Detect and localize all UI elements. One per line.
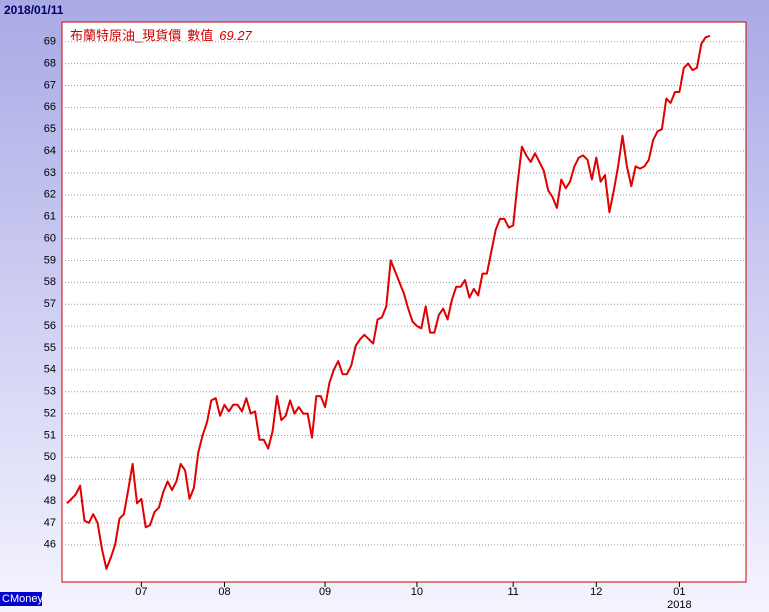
y-tick-label: 50 xyxy=(44,451,56,463)
legend-value-label: 數值 xyxy=(187,28,213,43)
y-tick-label: 55 xyxy=(44,342,56,354)
x-tick-label: 09 xyxy=(319,586,331,598)
y-tick-label: 46 xyxy=(44,539,56,551)
y-tick-label: 53 xyxy=(44,386,56,398)
y-tick-label: 65 xyxy=(44,123,56,135)
year-label: 2018 xyxy=(667,599,691,611)
date-label: 2018/01/11 xyxy=(4,3,64,17)
legend: 布蘭特原油_現貨價 數值 69.27 xyxy=(70,28,253,43)
x-tick-label: 01 xyxy=(673,586,685,598)
y-tick-label: 64 xyxy=(44,145,56,157)
legend-name: 布蘭特原油_現貨價 xyxy=(70,28,181,43)
legend-value: 69.27 xyxy=(219,28,252,43)
plot-area xyxy=(61,21,747,583)
y-tick-label: 57 xyxy=(44,298,56,310)
y-tick-label: 61 xyxy=(44,211,56,223)
brand-box xyxy=(0,592,42,606)
y-tick-label: 47 xyxy=(44,517,56,529)
x-tick-label: 11 xyxy=(507,586,518,598)
price-line xyxy=(66,34,711,570)
y-tick-label: 60 xyxy=(44,232,56,244)
x-tick-label: 12 xyxy=(590,586,602,598)
y-tick-label: 62 xyxy=(44,189,56,201)
x-tick-label: 10 xyxy=(411,586,423,598)
y-tick-label: 49 xyxy=(44,473,56,485)
y-tick-label: 58 xyxy=(44,276,56,288)
y-tick-label: 63 xyxy=(44,167,56,179)
y-tick-label: 48 xyxy=(44,495,56,507)
y-tick-label: 68 xyxy=(44,57,56,69)
brand: CMoney xyxy=(2,593,43,605)
x-tick-label: 07 xyxy=(135,586,147,598)
y-tick-label: 51 xyxy=(44,429,56,441)
y-tick-label: 67 xyxy=(44,79,56,91)
y-tick-label: 52 xyxy=(44,407,56,419)
y-tick-label: 69 xyxy=(44,36,56,48)
x-tick-label: 08 xyxy=(218,586,230,598)
y-tick-label: 59 xyxy=(44,254,56,266)
y-tick-label: 66 xyxy=(44,101,56,113)
y-tick-label: 56 xyxy=(44,320,56,332)
y-tick-label: 54 xyxy=(44,364,56,376)
